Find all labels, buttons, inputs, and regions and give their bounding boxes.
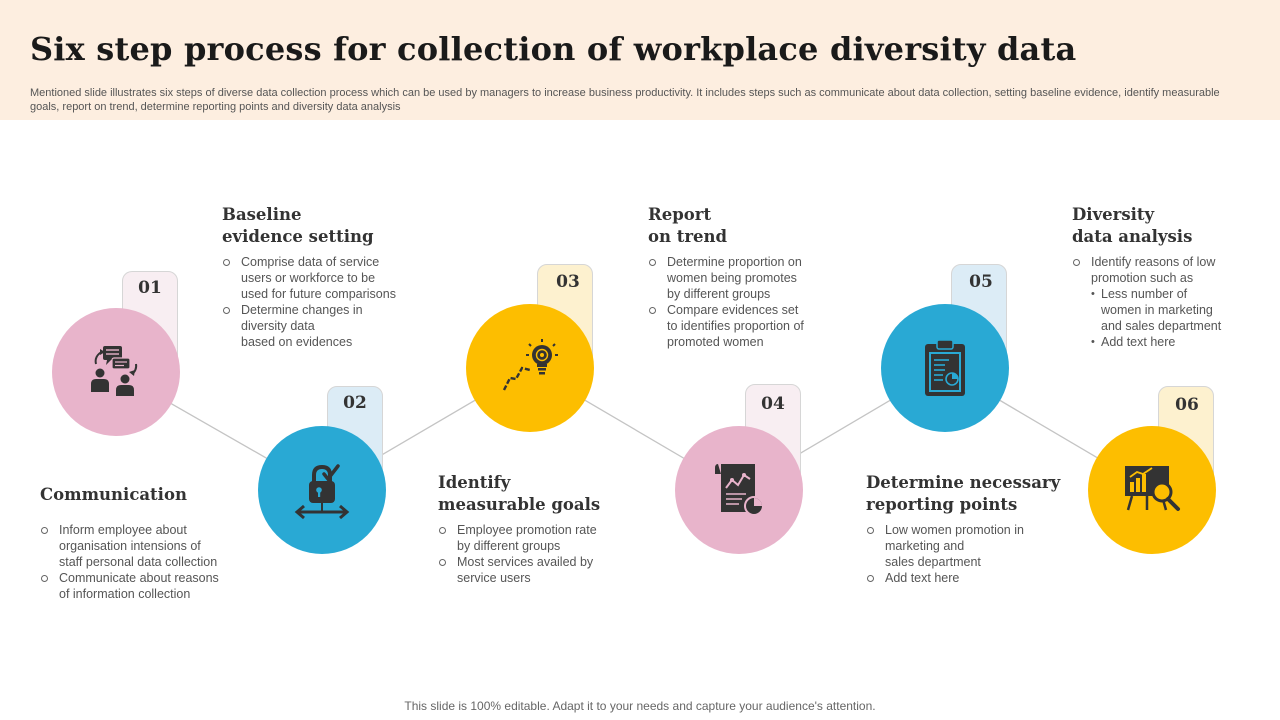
step-05-circle — [881, 304, 1009, 432]
step-04-number: 04 — [761, 394, 785, 414]
step-05-number: 05 — [969, 272, 993, 292]
clipboard-report-icon — [925, 339, 965, 396]
step-01-number: 01 — [138, 278, 162, 298]
page-subtitle: Mentioned slide illustrates six steps of… — [30, 87, 1220, 113]
lock-check-icon — [294, 464, 350, 520]
step-03-number: 03 — [556, 272, 580, 292]
step-03-title: Identify measurable goals — [438, 473, 601, 514]
step-05-title: Determine necessary reporting points — [866, 473, 1061, 514]
list-item: Identify reasons of low promotion such as… — [1072, 254, 1221, 350]
list-item: Low women promotion in marketing and sales… — [866, 522, 1024, 570]
list-item: Determine proportion on women being promo… — [648, 254, 804, 302]
step-03-circle — [466, 304, 594, 432]
page-title: Six step process for collection of workp… — [30, 30, 1077, 68]
report-chart-icon — [715, 464, 764, 516]
step-06-circle — [1088, 426, 1216, 554]
list-item: Most services availed by service users — [438, 554, 597, 586]
step-01-title: Communication — [40, 485, 187, 504]
list-item: Comprise data of service users or workfor… — [222, 254, 396, 302]
sub-list-item: Add text here — [1091, 334, 1221, 350]
step-02-circle — [258, 426, 386, 554]
list-item: Communicate about reasons of information … — [40, 570, 219, 602]
list-item: Employee promotion rate by different grou… — [438, 522, 597, 554]
step-02-bullets: Comprise data of service users or workfor… — [222, 254, 396, 350]
bulb-growth-icon — [502, 339, 558, 391]
list-item: Add text here — [866, 570, 1024, 586]
step-04-title: Report on trend — [648, 205, 728, 246]
step-03-bullets: Employee promotion rate by different grou… — [438, 522, 597, 586]
list-item: Inform employee about organisation intens… — [40, 522, 219, 570]
step-04-circle — [675, 426, 803, 554]
step-02-number: 02 — [343, 393, 367, 413]
step-06-title: Diversity data analysis — [1072, 205, 1193, 246]
presentation-analysis-icon — [1125, 466, 1180, 511]
step-04-bullets: Determine proportion on women being promo… — [648, 254, 804, 350]
step-05-bullets: Low women promotion in marketing and sales… — [866, 522, 1024, 586]
people-chat-icon — [91, 346, 138, 396]
footer-note: This slide is 100% editable. Adapt it to… — [404, 699, 876, 713]
step-02-title: Baseline evidence setting — [222, 205, 374, 246]
step-06-bullets: Identify reasons of low promotion such as… — [1072, 254, 1221, 350]
step-06-number: 06 — [1175, 395, 1199, 415]
step-01-bullets: Inform employee about organisation intens… — [40, 522, 219, 602]
list-item: Determine changes in diversity data based … — [222, 302, 396, 350]
step-01-circle — [52, 308, 180, 436]
header-band: Six step process for collection of workp… — [0, 0, 1280, 120]
list-item: Compare evidences set to identifies propo… — [648, 302, 804, 350]
